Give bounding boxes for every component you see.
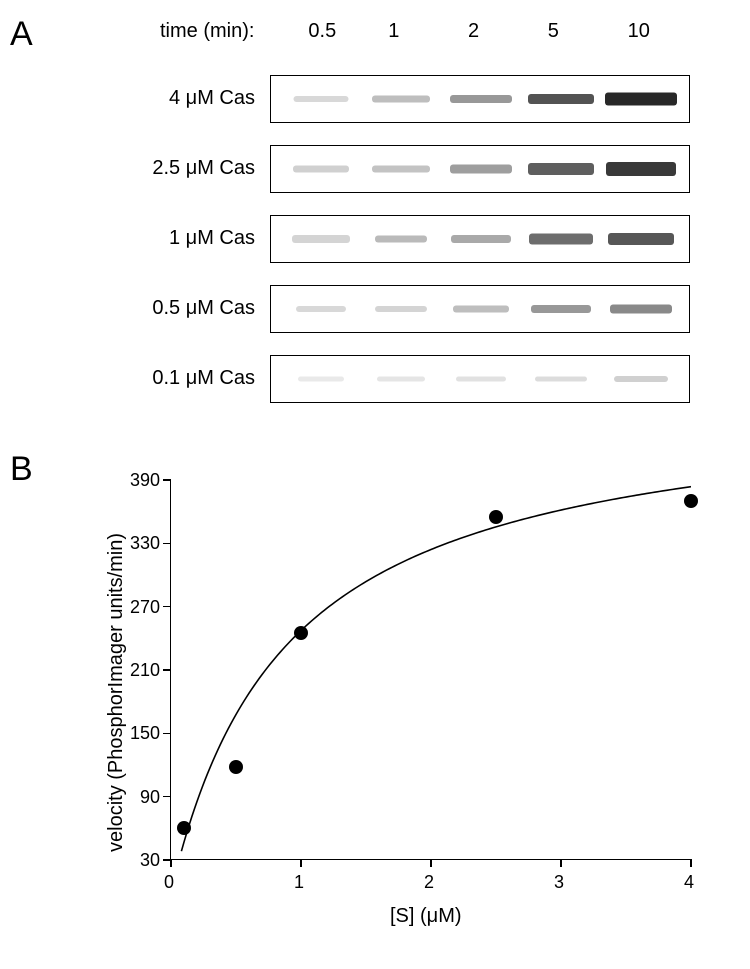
data-point — [177, 821, 191, 835]
panel-b-label: B — [10, 450, 33, 489]
gel-band — [608, 233, 674, 245]
time-point-label: 0.5 — [308, 20, 336, 43]
gel-band — [450, 95, 512, 103]
panel-b: velocity (PhosphorImager units/min) [S] … — [90, 470, 710, 940]
gel-band — [529, 234, 593, 245]
time-point-label: 10 — [628, 20, 650, 43]
y-tick — [163, 479, 171, 481]
gel-band — [531, 305, 591, 313]
figure-root: A time (min): 0.5125104 μM Cas2.5 μM Cas… — [0, 0, 750, 969]
y-tick-label: 90 — [120, 787, 160, 808]
mm-curve — [171, 480, 691, 860]
gel-band — [294, 96, 349, 102]
gel-band — [298, 377, 344, 382]
gel-band — [535, 377, 587, 382]
y-tick-label: 30 — [120, 850, 160, 871]
gel-band — [614, 376, 668, 382]
gel-band — [451, 235, 511, 243]
y-tick — [163, 606, 171, 608]
x-tick-label: 1 — [294, 872, 304, 893]
panel-a-label: A — [10, 15, 33, 54]
time-point-label: 2 — [468, 20, 479, 43]
x-tick — [170, 859, 172, 867]
x-tick-label: 0 — [164, 872, 174, 893]
gel-band — [292, 235, 350, 243]
y-tick — [163, 733, 171, 735]
x-tick — [560, 859, 562, 867]
gel-band — [528, 94, 594, 104]
gel-row-label: 4 μM Cas — [60, 87, 255, 110]
gel-row — [270, 285, 690, 333]
gel-band — [296, 306, 346, 312]
y-tick-label: 270 — [120, 597, 160, 618]
gel-band — [375, 236, 427, 243]
data-point — [489, 510, 503, 524]
y-tick — [163, 543, 171, 545]
gel-row — [270, 75, 690, 123]
x-tick-label: 4 — [684, 872, 694, 893]
data-point — [684, 494, 698, 508]
gel-row — [270, 145, 690, 193]
gel-row-label: 0.5 μM Cas — [60, 297, 255, 320]
y-tick-label: 330 — [120, 533, 160, 554]
x-tick — [430, 859, 432, 867]
gel-band — [610, 305, 672, 314]
plot-area — [170, 480, 690, 860]
time-point-label: 5 — [548, 20, 559, 43]
y-tick-label: 210 — [120, 660, 160, 681]
gel-row-label: 1 μM Cas — [60, 227, 255, 250]
gel-row-label: 0.1 μM Cas — [60, 367, 255, 390]
x-tick-label: 3 — [554, 872, 564, 893]
gel-band — [375, 306, 427, 312]
data-point — [229, 760, 243, 774]
gel-band — [372, 166, 430, 173]
gel-band — [293, 166, 349, 173]
time-point-label: 1 — [388, 20, 399, 43]
x-tick — [690, 859, 692, 867]
x-axis-label: [S] (μM) — [390, 905, 462, 928]
y-tick — [163, 669, 171, 671]
y-tick-label: 390 — [120, 470, 160, 491]
data-point — [294, 626, 308, 640]
gel-band — [606, 162, 676, 176]
gel-row — [270, 215, 690, 263]
gel-band — [450, 165, 512, 174]
gel-band — [528, 163, 594, 175]
gel-row — [270, 355, 690, 403]
gel-row-label: 2.5 μM Cas — [60, 157, 255, 180]
y-tick — [163, 796, 171, 798]
gel-band — [377, 377, 425, 382]
gel-band — [372, 96, 430, 103]
x-tick — [300, 859, 302, 867]
gel-band — [456, 377, 506, 382]
gel-band — [605, 93, 677, 106]
gel-band — [453, 306, 509, 313]
y-tick-label: 150 — [120, 723, 160, 744]
x-tick-label: 2 — [424, 872, 434, 893]
time-header-label: time (min): — [160, 20, 254, 43]
